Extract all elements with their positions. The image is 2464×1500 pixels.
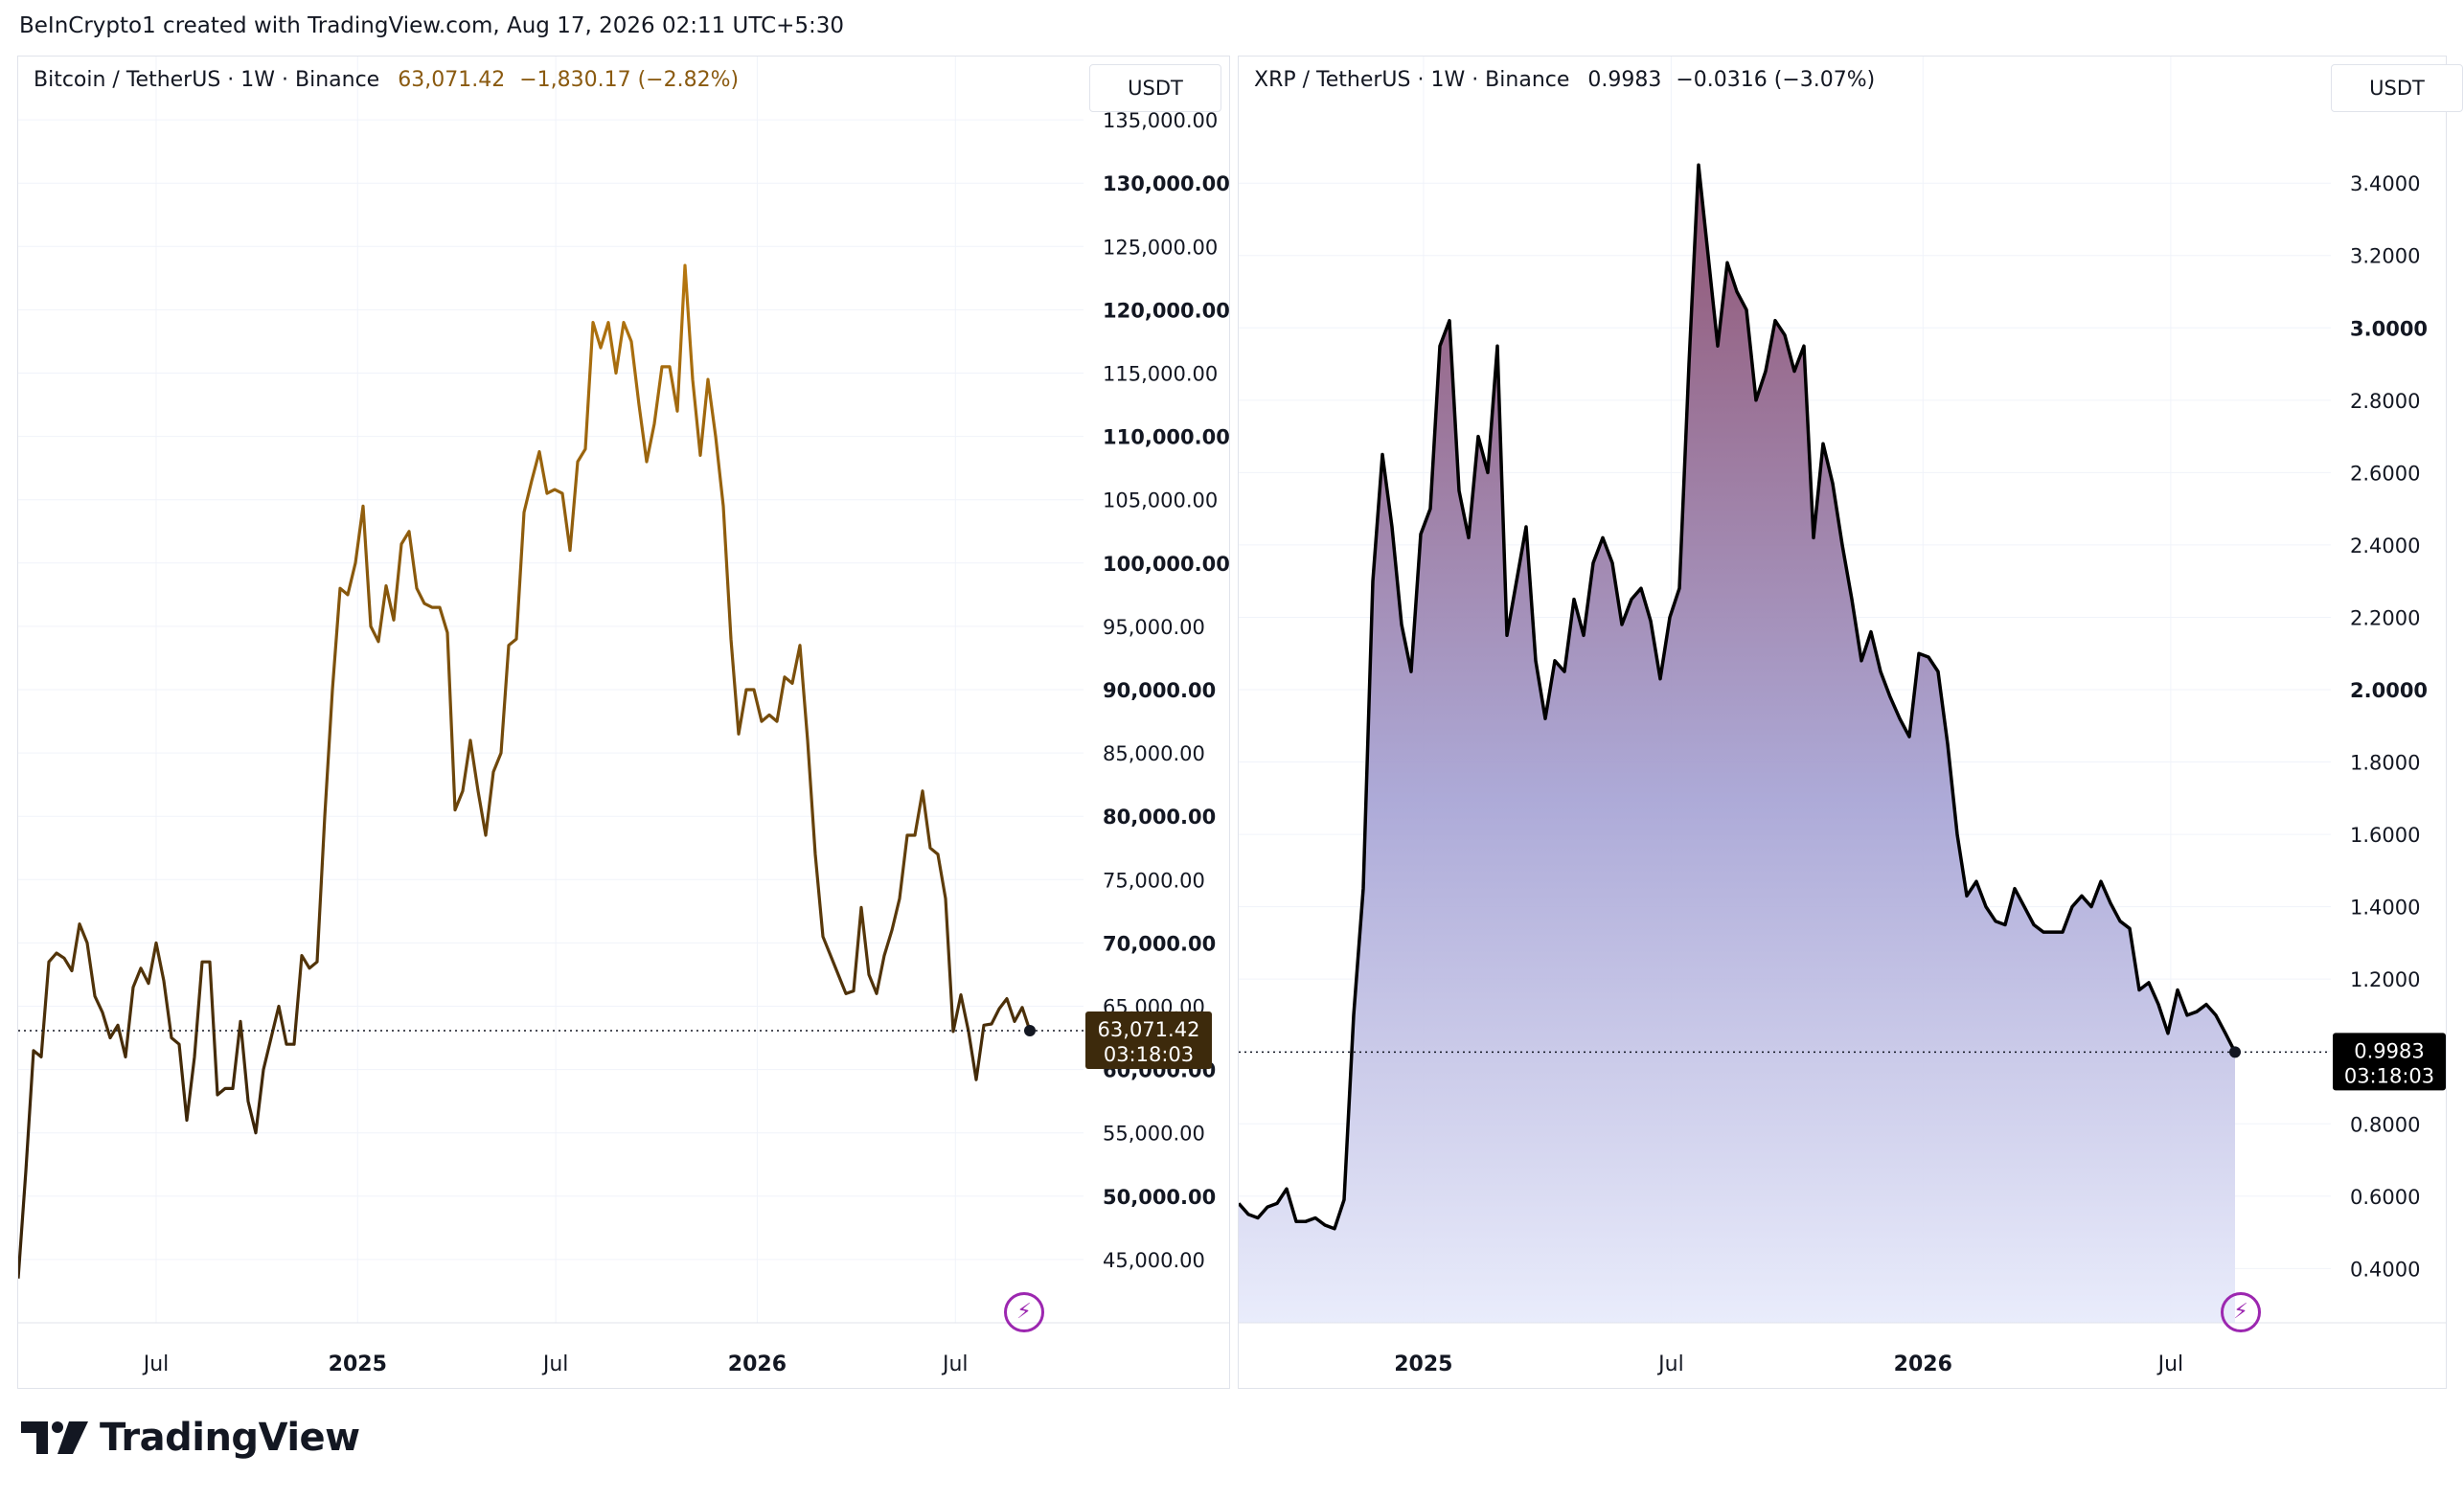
y-tick-label: 125,000.00 [1103, 236, 1218, 259]
y-tick-label: 120,000.00 [1103, 299, 1229, 322]
xrp-change: −0.0316 (−3.07%) [1676, 68, 1876, 92]
x-tick-label: Jul [2156, 1352, 2184, 1376]
brand-name: TradingView [100, 1416, 360, 1460]
xrp-legend: XRP / TetherUS · 1W · Binance 0.9983 −0.… [1254, 68, 1875, 92]
x-tick-label: Jul [1656, 1352, 1684, 1376]
y-tick-label: 95,000.00 [1103, 616, 1205, 639]
y-tick-label: 3.0000 [2350, 317, 2428, 340]
lightning-icon[interactable]: ⚡ [2221, 1292, 2261, 1332]
xrp-unit-button[interactable]: USDT [2331, 64, 2463, 112]
x-tick-label: 2025 [329, 1352, 387, 1376]
last-price-dot [1024, 1025, 1036, 1037]
y-tick-label: 70,000.00 [1103, 932, 1216, 955]
y-tick-label: 135,000.00 [1103, 109, 1218, 132]
y-tick-label: 1.8000 [2350, 752, 2420, 775]
y-tick-label: 1.6000 [2350, 824, 2420, 847]
xrp-symbol[interactable]: XRP / TetherUS · 1W · Binance [1254, 68, 1570, 92]
tradingview-brand[interactable]: TradingView [21, 1416, 360, 1460]
y-tick-label: 2.8000 [2350, 390, 2420, 413]
btc-chart-panel[interactable]: 135,000.00 130,000.00 125,000.00 120,000.00… [17, 56, 1230, 1389]
xrp-price-line[interactable] [1239, 163, 2237, 1231]
y-tick-label: 0.8000 [2350, 1113, 2420, 1136]
badge-countdown: 03:18:03 [1104, 1043, 1194, 1066]
y-tick-label: 1.4000 [2350, 897, 2420, 920]
y-tick-label: 3.2000 [2350, 245, 2420, 268]
y-tick-label: 2.4000 [2350, 534, 2420, 557]
y-tick-label: 3.4000 [2350, 172, 2420, 195]
xrp-area-fill [1239, 165, 2235, 1323]
badge-price: 0.9983 [2354, 1039, 2424, 1062]
y-tick-label: 2.6000 [2350, 462, 2420, 485]
y-tick-label: 2.0000 [2350, 679, 2428, 702]
x-tick-label: 2025 [1394, 1352, 1452, 1376]
btc-unit-button[interactable]: USDT [1089, 64, 1221, 112]
y-tick-label: 110,000.00 [1103, 426, 1229, 449]
x-tick-label: 2026 [728, 1352, 787, 1376]
y-tick-label: 2.2000 [2350, 606, 2420, 629]
y-tick-label: 1.2000 [2350, 968, 2420, 991]
btc-legend: Bitcoin / TetherUS · 1W · Binance 63,071… [34, 68, 739, 92]
chart-caption: BeInCrypto1 created with TradingView.com… [19, 13, 845, 38]
xrp-last-value: 0.9983 [1587, 68, 1662, 92]
y-tick-label: 130,000.00 [1103, 172, 1229, 195]
y-tick-label: 50,000.00 [1103, 1186, 1216, 1209]
last-price-badge [2333, 1033, 2446, 1091]
y-tick-label: 85,000.00 [1103, 742, 1205, 765]
y-tick-label: 0.4000 [2350, 1258, 2420, 1281]
last-price-badge [1085, 1011, 1212, 1070]
btc-price-line[interactable] [18, 263, 1032, 1279]
xrp-chart-canvas[interactable]: 3.4000 3.2000 3.0000 2.8000 2.6000 2.4000 2.20… [1239, 57, 2446, 1388]
x-tick-label: Jul [541, 1352, 569, 1376]
y-tick-label: 115,000.00 [1103, 363, 1218, 386]
x-tick-label: Jul [941, 1352, 969, 1376]
y-tick-label: 100,000.00 [1103, 553, 1229, 576]
xrp-chart-panel[interactable]: 3.4000 3.2000 3.0000 2.8000 2.6000 2.4000 2.20… [1238, 56, 2463, 1389]
btc-change: −1,830.17 (−2.82%) [519, 68, 740, 92]
last-price-dot [2229, 1046, 2241, 1058]
btc-symbol[interactable]: Bitcoin / TetherUS · 1W · Binance [34, 68, 380, 92]
tradingview-logo-icon [21, 1421, 88, 1454]
y-tick-label: 75,000.00 [1103, 869, 1205, 892]
y-tick-label: 105,000.00 [1103, 489, 1218, 512]
lightning-icon[interactable]: ⚡ [1004, 1292, 1044, 1332]
btc-chart-canvas[interactable]: 135,000.00 130,000.00 125,000.00 120,000.00… [18, 57, 1229, 1388]
btc-last-value: 63,071.42 [398, 68, 506, 92]
y-tick-label: 0.6000 [2350, 1186, 2420, 1209]
x-tick-label: Jul [142, 1352, 170, 1376]
y-tick-label: 55,000.00 [1103, 1123, 1205, 1146]
y-tick-label: 45,000.00 [1103, 1249, 1205, 1272]
y-tick-label: 80,000.00 [1103, 806, 1216, 829]
y-tick-label: 90,000.00 [1103, 679, 1216, 702]
x-tick-label: 2026 [1894, 1352, 1952, 1376]
badge-countdown: 03:18:03 [2344, 1064, 2434, 1087]
badge-price: 63,071.42 [1098, 1018, 1200, 1041]
